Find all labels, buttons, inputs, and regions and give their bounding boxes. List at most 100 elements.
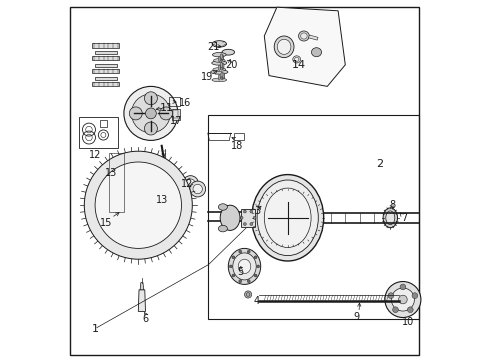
Ellipse shape xyxy=(213,59,224,62)
Ellipse shape xyxy=(277,39,290,54)
Text: 13: 13 xyxy=(105,168,117,178)
Bar xyxy=(308,35,317,40)
Ellipse shape xyxy=(211,61,226,65)
Circle shape xyxy=(238,280,241,283)
Circle shape xyxy=(407,307,412,312)
Bar xyxy=(95,51,117,54)
Circle shape xyxy=(189,181,205,197)
Circle shape xyxy=(243,210,246,213)
Circle shape xyxy=(392,307,398,312)
Text: 13: 13 xyxy=(155,195,167,205)
Ellipse shape xyxy=(222,64,224,69)
Circle shape xyxy=(384,282,420,318)
Ellipse shape xyxy=(221,54,223,60)
Ellipse shape xyxy=(220,62,222,68)
Bar xyxy=(241,209,255,227)
Circle shape xyxy=(185,179,195,188)
Circle shape xyxy=(240,216,243,219)
Polygon shape xyxy=(138,290,145,311)
Circle shape xyxy=(243,222,246,225)
Ellipse shape xyxy=(294,57,298,62)
Circle shape xyxy=(244,291,251,298)
Ellipse shape xyxy=(222,49,234,55)
Bar xyxy=(208,115,418,319)
Circle shape xyxy=(182,176,198,192)
Ellipse shape xyxy=(257,180,318,256)
Ellipse shape xyxy=(238,259,250,274)
Text: 14: 14 xyxy=(291,60,305,70)
Ellipse shape xyxy=(220,56,222,62)
Circle shape xyxy=(193,184,202,194)
Circle shape xyxy=(254,274,257,277)
Text: 9: 9 xyxy=(352,312,358,322)
Circle shape xyxy=(229,265,232,268)
Circle shape xyxy=(399,284,405,290)
Ellipse shape xyxy=(218,225,227,232)
Ellipse shape xyxy=(382,208,397,228)
Text: 12: 12 xyxy=(89,150,101,160)
Text: 12: 12 xyxy=(181,179,193,189)
Circle shape xyxy=(84,151,192,259)
Circle shape xyxy=(411,293,417,298)
Bar xyxy=(95,64,117,67)
Circle shape xyxy=(145,108,156,119)
Ellipse shape xyxy=(221,72,223,77)
Circle shape xyxy=(170,187,182,198)
Text: 17: 17 xyxy=(169,116,182,126)
Text: 7: 7 xyxy=(401,213,407,223)
Ellipse shape xyxy=(222,73,224,78)
Circle shape xyxy=(231,274,234,277)
Ellipse shape xyxy=(228,248,260,284)
Circle shape xyxy=(253,216,256,219)
Text: 10: 10 xyxy=(401,317,413,327)
Bar xyxy=(168,97,179,106)
Bar xyxy=(109,153,123,212)
Ellipse shape xyxy=(385,211,394,225)
Ellipse shape xyxy=(220,65,222,70)
Ellipse shape xyxy=(210,70,227,74)
Text: 21: 21 xyxy=(207,42,220,52)
Text: 20: 20 xyxy=(225,60,238,70)
Ellipse shape xyxy=(218,204,227,210)
Bar xyxy=(99,211,120,229)
Bar xyxy=(173,110,178,118)
Circle shape xyxy=(238,250,241,253)
Ellipse shape xyxy=(222,74,224,79)
Polygon shape xyxy=(264,7,345,86)
Ellipse shape xyxy=(298,31,309,41)
Circle shape xyxy=(247,250,250,253)
Ellipse shape xyxy=(300,33,306,39)
Ellipse shape xyxy=(274,36,293,58)
Text: 5: 5 xyxy=(237,267,243,277)
Circle shape xyxy=(95,162,181,248)
Ellipse shape xyxy=(264,188,310,248)
Ellipse shape xyxy=(220,54,222,59)
Circle shape xyxy=(387,293,393,298)
Text: 16: 16 xyxy=(179,98,191,108)
Ellipse shape xyxy=(212,68,225,71)
Bar xyxy=(92,43,119,48)
Ellipse shape xyxy=(292,56,300,63)
Bar xyxy=(95,77,117,80)
Bar xyxy=(79,117,118,148)
Circle shape xyxy=(249,210,252,213)
Text: 15: 15 xyxy=(100,218,112,228)
Circle shape xyxy=(247,280,250,283)
Ellipse shape xyxy=(222,63,224,68)
Circle shape xyxy=(144,92,157,105)
Circle shape xyxy=(129,107,142,120)
Text: 18: 18 xyxy=(231,141,243,151)
Ellipse shape xyxy=(212,53,225,57)
Text: 3: 3 xyxy=(254,206,260,216)
Circle shape xyxy=(249,222,252,225)
Circle shape xyxy=(398,295,407,304)
Bar xyxy=(92,69,119,73)
Text: 8: 8 xyxy=(388,200,394,210)
Text: 1: 1 xyxy=(91,324,99,334)
Ellipse shape xyxy=(311,48,321,57)
Circle shape xyxy=(123,86,178,140)
Polygon shape xyxy=(140,283,143,290)
Ellipse shape xyxy=(221,75,223,80)
Text: 6: 6 xyxy=(142,314,148,324)
Circle shape xyxy=(390,288,413,311)
